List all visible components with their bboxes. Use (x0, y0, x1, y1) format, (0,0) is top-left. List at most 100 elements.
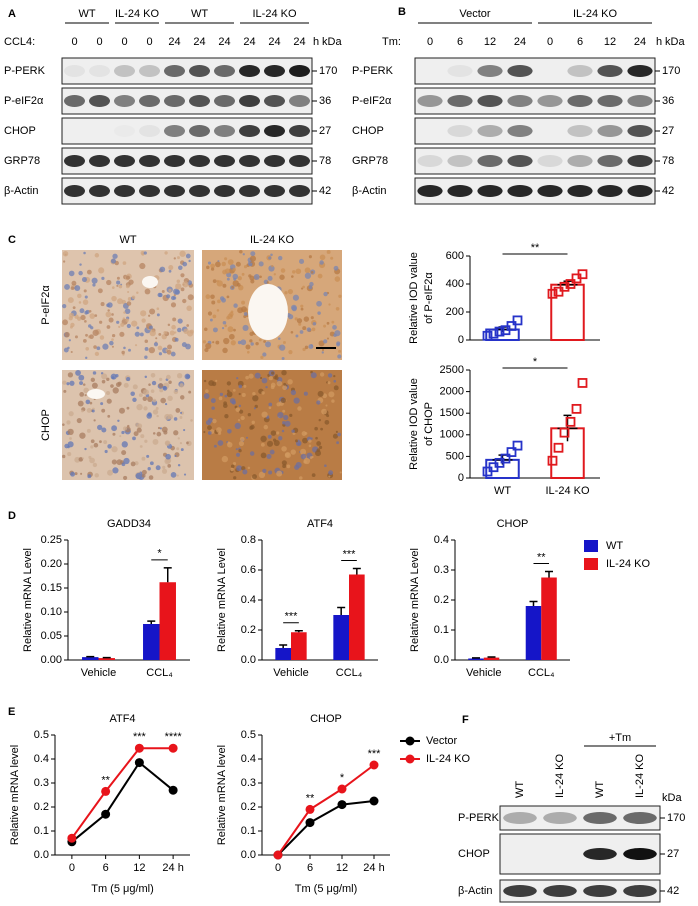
tissue-texture (85, 309, 90, 314)
tissue-texture (224, 414, 229, 419)
x-tick-label: WT (494, 485, 511, 497)
tissue-texture (144, 347, 149, 351)
tissue-texture (159, 388, 164, 393)
tissue-texture (169, 330, 175, 336)
tissue-texture (156, 313, 160, 317)
tissue-texture (142, 396, 148, 401)
tissue-texture (161, 290, 165, 293)
tissue-texture (333, 375, 336, 378)
tissue-texture (159, 427, 162, 430)
tissue-texture (262, 468, 267, 473)
tissue-texture (211, 381, 217, 387)
blot-band (503, 812, 537, 824)
tissue-texture (176, 373, 183, 379)
y-tick-label: 0.6 (241, 564, 256, 576)
tissue-texture (311, 327, 316, 332)
tissue-texture (268, 406, 272, 410)
tissue-texture (152, 409, 159, 415)
tissue-texture (183, 428, 186, 432)
kda-header: kDa (665, 36, 685, 48)
row-label: P-PERK (4, 65, 46, 77)
blot-band (627, 95, 653, 107)
tissue-texture (295, 439, 299, 443)
legend-label: WT (606, 540, 623, 552)
blot-band (623, 812, 657, 824)
tissue-texture (233, 328, 236, 332)
bar (143, 624, 160, 660)
tissue-texture (258, 261, 264, 267)
tissue-texture (299, 258, 305, 264)
group-label: IL-24 KO (252, 8, 296, 20)
tissue-texture (107, 444, 112, 449)
tissue-texture (252, 474, 257, 480)
y-tick-label: 0.10 (41, 606, 62, 618)
bar (541, 577, 557, 660)
tissue-texture (148, 325, 153, 330)
tissue-texture (111, 295, 117, 302)
tissue-texture (155, 407, 159, 410)
tissue-texture (108, 317, 114, 323)
tissue-texture (240, 415, 245, 421)
tissue-texture (170, 472, 177, 478)
tissue-texture (132, 384, 138, 390)
blot-band (64, 65, 85, 77)
tissue-texture (170, 351, 176, 357)
data-point (67, 833, 77, 843)
blot-band (447, 65, 473, 77)
tissue-texture (118, 407, 125, 414)
significance-label: *** (343, 548, 357, 560)
tissue-texture (210, 398, 216, 404)
tissue-texture (67, 445, 70, 449)
y-tick-label: 0.0 (241, 849, 256, 861)
tissue-texture (111, 459, 117, 465)
y-axis-label: of CHOP (423, 402, 435, 446)
tissue-texture (237, 276, 242, 281)
blot-band (189, 155, 210, 167)
tissue-texture (140, 434, 145, 439)
group-label: WT (78, 8, 95, 20)
tissue-texture (286, 464, 291, 469)
tissue-texture (316, 441, 322, 446)
tissue-texture (140, 250, 145, 256)
tissue-texture (171, 324, 176, 330)
panel-label: B (398, 6, 406, 18)
tissue-texture (317, 273, 323, 279)
tissue-texture (81, 409, 84, 413)
blot-band (264, 155, 285, 167)
tissue-texture (317, 311, 321, 315)
blot-band (139, 155, 160, 167)
y-axis-label: Relative mRNA level (216, 745, 228, 845)
tissue-texture (235, 261, 241, 267)
chart-title: ATF4 (307, 518, 333, 530)
blot-band (597, 155, 623, 167)
blot-band (264, 95, 285, 107)
tissue-texture (224, 257, 228, 261)
tissue-texture (177, 318, 183, 324)
tissue-texture (253, 407, 256, 410)
tissue-texture (86, 269, 92, 275)
blot-band (164, 65, 185, 77)
tissue-texture (318, 445, 323, 450)
tissue-texture (180, 395, 185, 400)
tissue-texture (299, 330, 304, 334)
kda-value: 27 (667, 848, 679, 860)
tissue-texture (167, 323, 171, 327)
y-tick-label: 0.3 (34, 777, 49, 789)
tissue-texture (79, 263, 82, 266)
chart-title: CHOP (497, 518, 529, 530)
blot-band (239, 125, 260, 137)
y-axis-label: Relative mRNA Level (22, 548, 34, 652)
significance-label: ** (306, 792, 315, 804)
tissue-texture (62, 454, 66, 459)
blot-band (214, 65, 235, 77)
tissue-texture (318, 340, 325, 347)
tissue-texture (338, 294, 342, 298)
tissue-texture (319, 260, 324, 265)
tissue-texture (121, 462, 126, 467)
tissue-texture (127, 297, 132, 301)
blot-band (477, 125, 503, 137)
tissue-texture (320, 427, 324, 431)
tissue-texture (93, 345, 97, 349)
tissue-texture (273, 438, 277, 442)
